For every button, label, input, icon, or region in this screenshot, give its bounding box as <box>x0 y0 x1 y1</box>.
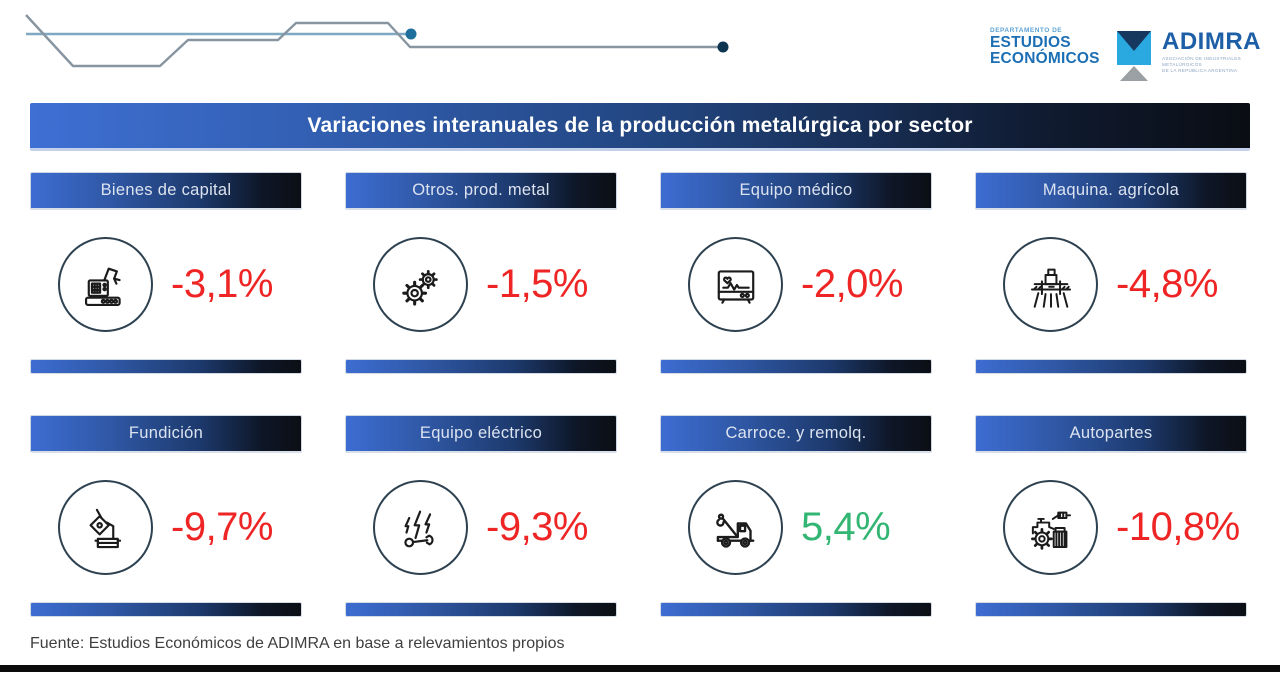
sector-header: Equipo eléctrico <box>345 415 617 453</box>
sector-value: -2,0% <box>801 262 904 306</box>
sector-header: Bienes de capital <box>30 172 302 210</box>
foundry-ladle-icon <box>58 480 153 575</box>
sector-grid: Bienes de capital -3,1% <box>30 172 1250 617</box>
sector-value: -1,5% <box>486 262 589 306</box>
department-line2: ECONÓMICOS <box>990 50 1100 68</box>
sector-value: -3,1% <box>171 262 274 306</box>
sector-header: Equipo médico <box>660 172 932 210</box>
sector-value: -4,8% <box>1116 262 1219 306</box>
department-label: DEPARTAMENTO DE <box>990 27 1063 34</box>
adimra-logo: ADIMRA ASOCIACIÓN DE INDUSTRIALES METALÚ… <box>1116 30 1280 82</box>
sector-value: -9,7% <box>171 505 274 549</box>
page-title: Variaciones interanuales de la producció… <box>307 113 973 137</box>
gradient-bar <box>345 359 617 374</box>
sector-header: Fundición <box>30 415 302 453</box>
robot-arm-icon <box>58 237 153 332</box>
sector-value: -9,3% <box>486 505 589 549</box>
seeder-icon <box>1003 237 1098 332</box>
adimra-wordmark: ADIMRA <box>1162 28 1261 55</box>
gradient-bar <box>975 602 1247 617</box>
lightning-wrench-icon <box>373 480 468 575</box>
department-block: DEPARTAMENTO DE ESTUDIOS ECONÓMICOS <box>990 27 1100 68</box>
sector-value: -10,8% <box>1116 505 1240 549</box>
decorative-line-chart <box>20 10 732 68</box>
source-note: Fuente: Estudios Económicos de ADIMRA en… <box>30 635 565 652</box>
gradient-bar <box>30 359 302 374</box>
sector-header: Carroce. y remolq. <box>660 415 932 453</box>
sector-card-carrocerias-remolques: Carroce. y remolq. 5,4% <box>660 415 932 617</box>
gradient-bar <box>660 359 932 374</box>
sector-card-autopartes: Autopartes -10,8% <box>975 415 1247 617</box>
department-line1: ESTUDIOS <box>990 33 1071 51</box>
sector-header: Otros. prod. metal <box>345 172 617 210</box>
gradient-bar <box>345 602 617 617</box>
sector-card-bienes-de-capital: Bienes de capital -3,1% <box>30 172 302 374</box>
sector-card-equipo-electrico: Equipo eléctrico -9,3% <box>345 415 617 617</box>
sector-header: Autopartes <box>975 415 1247 453</box>
gears-icon <box>373 237 468 332</box>
title-banner: Variaciones interanuales de la producció… <box>30 103 1250 151</box>
sector-card-maquina-agricola: Maquina. agrícola -4,8% <box>975 172 1247 374</box>
adimra-logo-icon <box>1116 30 1154 82</box>
sector-card-otros-prod-metal: Otros. prod. metal -1,5% <box>345 172 617 374</box>
gradient-bar <box>30 602 302 617</box>
navy-endpoint-dot <box>717 41 729 53</box>
sector-card-equipo-medico: Equipo médico -2,0% <box>660 172 932 374</box>
sector-header: Maquina. agrícola <box>975 172 1247 210</box>
sector-card-fundicion: Fundición -9,7% <box>30 415 302 617</box>
gradient-bar <box>975 359 1247 374</box>
blue-endpoint-dot <box>405 28 417 40</box>
tow-truck-icon <box>688 480 783 575</box>
adimra-tagline: ASOCIACIÓN DE INDUSTRIALES METALÚRGICOS … <box>1162 56 1242 74</box>
bottom-black-bar <box>0 665 1280 672</box>
auto-parts-icon <box>1003 480 1098 575</box>
sector-value: 5,4% <box>801 505 891 549</box>
gradient-bar <box>660 602 932 617</box>
heart-monitor-icon <box>688 237 783 332</box>
